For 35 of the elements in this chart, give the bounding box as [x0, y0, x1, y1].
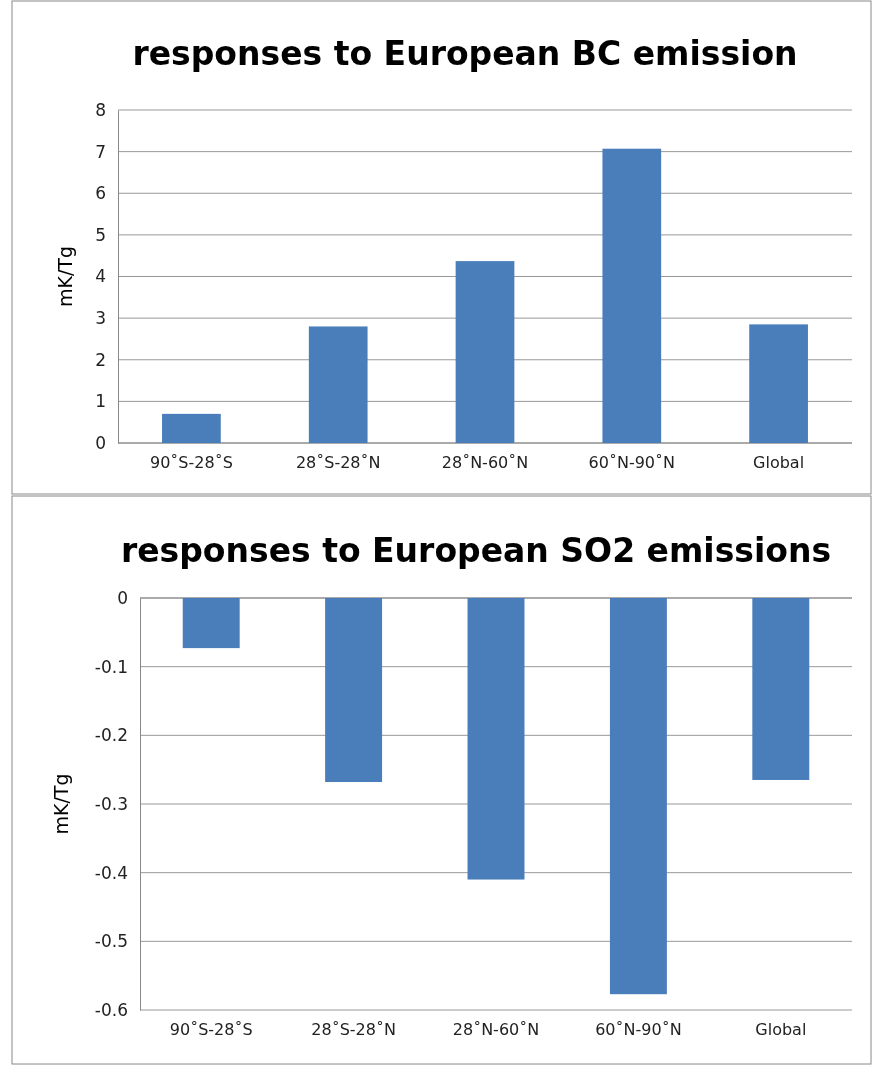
bar: [602, 148, 662, 443]
x-tick-label: 28˚N-60˚N: [452, 1020, 540, 1040]
y-tick-label: -0.5: [94, 931, 128, 952]
x-tick-label: Global: [753, 453, 805, 473]
y-tick-label: -0.4: [94, 862, 128, 883]
y-tick-label: 0: [117, 587, 128, 608]
bar: [162, 413, 221, 443]
y-tick-label: 1: [95, 391, 106, 412]
x-tick-label: 60˚N-90˚N: [595, 1020, 682, 1040]
x-tick-label: Global: [755, 1020, 807, 1040]
y-tick-label: 2: [95, 349, 106, 370]
y-axis-title: mK/Tg: [50, 773, 72, 835]
y-tick-label: -0.2: [94, 725, 128, 746]
y-tick-label: 5: [95, 224, 106, 245]
y-axis-title: mK/Tg: [54, 245, 76, 308]
y-tick-label: -0.6: [94, 999, 128, 1020]
x-tick-label: 28˚N-60˚N: [441, 453, 529, 473]
x-tick-label: 90˚S-28˚S: [149, 453, 233, 473]
y-tick-label: -0.1: [94, 656, 128, 677]
chart-title: responses to European SO2 emissions: [120, 531, 832, 570]
y-tick-label: 8: [95, 99, 106, 120]
x-tick-label: 28˚S-28˚N: [311, 1020, 396, 1040]
bar: [749, 324, 808, 443]
bar: [308, 326, 368, 443]
y-tick-label: 7: [95, 141, 106, 162]
bar: [455, 261, 515, 443]
y-tick-label: 0: [95, 432, 106, 453]
y-tick-label: 3: [95, 308, 106, 329]
y-tick-label: 4: [95, 266, 106, 287]
x-tick-label: 28˚S-28˚N: [295, 453, 381, 473]
chart-title: responses to European BC emission: [132, 34, 798, 73]
y-tick-label: 6: [95, 183, 106, 204]
y-tick-label: -0.3: [94, 793, 128, 814]
x-tick-label: 90˚S-28˚S: [169, 1020, 253, 1040]
x-tick-label: 60˚N-90˚N: [588, 453, 676, 473]
